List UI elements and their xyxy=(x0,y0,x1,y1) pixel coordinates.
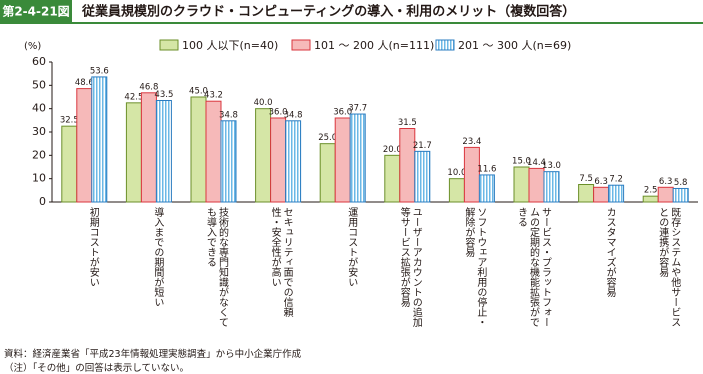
legend-swatch xyxy=(291,39,311,51)
bar xyxy=(349,113,366,203)
value-label: 31.5 xyxy=(398,118,417,128)
bar xyxy=(255,108,272,203)
source: 資料：経済産業省「平成23年情報処理実態調査」から中小企業庁作成 xyxy=(4,349,302,360)
value-label: 36.0 xyxy=(269,108,288,118)
label-box xyxy=(0,0,72,22)
value-label: 37.7 xyxy=(348,104,367,114)
value-label: 46.8 xyxy=(139,82,158,92)
bar xyxy=(414,150,431,203)
value-label: 2.5 xyxy=(644,186,658,196)
value-label: 45.0 xyxy=(189,87,208,97)
value-label: 43.5 xyxy=(154,90,173,100)
bar xyxy=(513,166,530,203)
value-label: 43.2 xyxy=(204,91,223,101)
value-label: 5.8 xyxy=(674,178,688,188)
bar xyxy=(91,76,108,203)
y-tick-label: 30 xyxy=(32,125,46,138)
x-tick-label: セキュリティ面での信頼性・安全性が高い xyxy=(269,207,293,317)
legend-swatch xyxy=(159,39,179,51)
y-tick-label: 60 xyxy=(32,55,46,68)
bar xyxy=(657,186,674,203)
value-label: 7.2 xyxy=(609,175,623,185)
bar xyxy=(672,187,689,203)
value-label: 20.0 xyxy=(383,145,402,155)
value-label: 6.3 xyxy=(594,177,608,187)
bar xyxy=(220,120,237,203)
x-tick-label: 既存システムや他サービスとの連携が容易 xyxy=(656,207,680,327)
x-tick-label: カスタマイズが容易 xyxy=(604,207,616,297)
x-tick-label: ユーザーアカウントの追加等サービス拡張が容易 xyxy=(398,207,422,327)
value-label: 14.4 xyxy=(527,158,546,168)
bar xyxy=(140,92,157,203)
bar xyxy=(642,195,659,203)
x-tick-label: 運用コストが安い xyxy=(345,207,357,287)
bar xyxy=(190,96,207,203)
bar xyxy=(125,102,142,203)
legend-swatch xyxy=(435,39,455,51)
value-label: 36.0 xyxy=(333,108,352,118)
y-tick-label: 0 xyxy=(39,195,46,208)
legend-label: 101 ～ 200 人(n=111) xyxy=(314,39,434,52)
bar xyxy=(76,88,93,203)
chart-title: 従業員規模別のクラウド・コンピューティングの導入・利用のメリット（複数回答） xyxy=(81,4,575,20)
bar xyxy=(319,143,336,203)
x-tick-label: 導入までの期間が短い xyxy=(151,207,163,307)
bar xyxy=(61,125,78,203)
y-tick-label: 10 xyxy=(32,172,46,185)
bar xyxy=(285,120,302,203)
value-label: 32.5 xyxy=(60,116,79,126)
bar xyxy=(384,154,401,203)
legend-label: 201 ～ 300 人(n=69) xyxy=(458,39,571,52)
bar xyxy=(543,171,560,203)
bar xyxy=(528,167,545,203)
bar xyxy=(478,174,495,203)
value-label: 13.0 xyxy=(542,161,561,171)
value-label: 25.0 xyxy=(318,133,337,143)
value-label: 7.5 xyxy=(579,174,593,184)
value-label: 42.5 xyxy=(124,92,143,102)
bar xyxy=(334,117,351,203)
y-tick-label: 20 xyxy=(32,148,46,161)
bar xyxy=(608,184,625,203)
bar xyxy=(578,184,595,203)
value-label: 11.6 xyxy=(477,164,496,174)
x-tick-label: サービス・プラットフォームの定期的な機能拡張ができる xyxy=(515,207,551,327)
bar xyxy=(155,100,172,203)
value-label: 34.8 xyxy=(284,110,303,120)
x-tick-label: ソフトウェア利用の停止・解除が容易 xyxy=(462,207,486,327)
value-label: 10.0 xyxy=(447,168,466,178)
value-label: 40.0 xyxy=(254,98,273,108)
value-label: 21.7 xyxy=(413,141,432,151)
figure-label: 第2-4-21図 xyxy=(2,4,69,19)
note: （注）「その他」の回答は表示していない。 xyxy=(4,363,189,374)
value-label: 48.6 xyxy=(75,78,94,88)
bar xyxy=(399,128,416,203)
value-label: 34.8 xyxy=(219,110,238,120)
legend-label: 100 人以下(n=40) xyxy=(182,39,278,52)
bar xyxy=(593,186,610,203)
bar xyxy=(463,146,480,203)
y-axis-label: (%) xyxy=(24,41,41,52)
y-tick-label: 50 xyxy=(32,78,46,91)
value-label: 23.4 xyxy=(462,137,481,147)
bar xyxy=(448,178,465,203)
value-label: 6.3 xyxy=(659,177,673,187)
value-label: 15.0 xyxy=(512,157,531,167)
y-tick-label: 40 xyxy=(32,102,46,115)
bar xyxy=(270,117,287,203)
x-tick-label: 技術的な専門知識がなくても導入できる xyxy=(204,207,228,327)
value-label: 53.6 xyxy=(90,66,109,76)
x-tick-label: 初期コストが安い xyxy=(87,207,99,287)
